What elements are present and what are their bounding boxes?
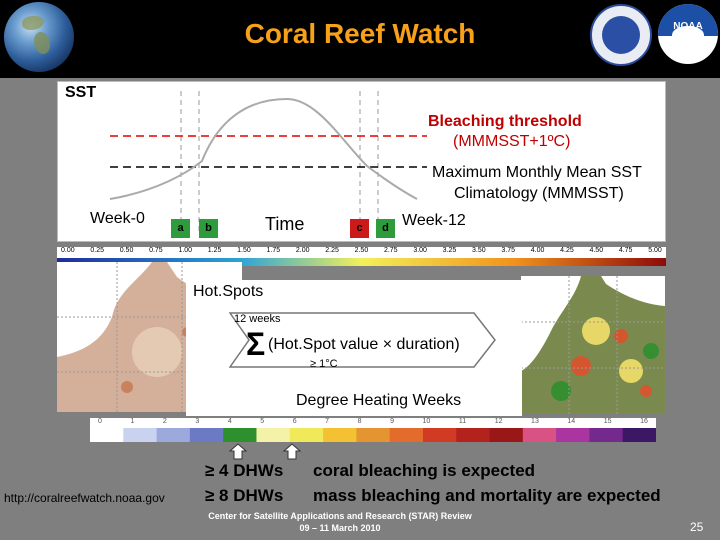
week-12-label: Week-12 (402, 212, 466, 229)
sst-scale-labels: 0.00 0.25 0.50 0.75 1.00 1.25 1.50 1.75 2.00 2.25… (57, 247, 666, 259)
dhw-tick: 14 (567, 418, 576, 425)
sst-color-scale (57, 258, 666, 266)
climatology-abbrev: Climatology (MMMSST) (454, 185, 624, 202)
sst-tick: 5.00 (648, 247, 662, 254)
dhw-color-swatch (422, 428, 457, 442)
sst-tick: 0.00 (61, 247, 75, 254)
sst-tick: 3.75 (501, 247, 516, 254)
dhw-title: Degree Heating Weeks (296, 392, 462, 409)
sst-tick: 1.50 (237, 247, 251, 254)
bleaching-threshold-formula: (MMMSST+1ºC) (453, 133, 571, 150)
marker-b: b (199, 219, 218, 238)
dhw-tick: 15 (603, 418, 612, 425)
dhw-tick: 16 (640, 418, 648, 425)
hotspots-title: Hot.Spots (193, 283, 264, 300)
threshold-4-dhw: ≥ 4 DHWs (205, 461, 284, 480)
website-url[interactable]: http://coralreefwatch.noaa.gov (4, 491, 165, 505)
time-axis-label: Time (265, 214, 305, 234)
dhw-tick: 9 (390, 418, 394, 425)
dhw-tick: 4 (227, 418, 232, 425)
dhw-tick: 7 (325, 418, 330, 425)
dhw-color-scale (90, 428, 656, 442)
dhw-tick: 1 (130, 418, 135, 425)
dhw-color-swatch (256, 428, 291, 442)
sst-tick: 2.00 (295, 247, 310, 254)
footer-dates: 09 – 11 March 2010 (299, 523, 381, 533)
sst-tick: 4.75 (618, 247, 633, 254)
accumulation-formula: (Hot.Spot value × duration) (268, 336, 460, 353)
sst-tick: 4.50 (589, 247, 604, 254)
dhw-tick: 0 (98, 418, 102, 425)
week-guides (180, 91, 379, 231)
noaa-logo-text: NOAA (673, 21, 703, 32)
dhw-color-swatch (456, 428, 491, 442)
dhw-tick: 10 (422, 418, 431, 425)
noaa-logo: NOAA (658, 4, 718, 64)
dhw-tick: 11 (458, 418, 467, 425)
bleaching-threshold-label: Bleaching threshold (428, 113, 582, 130)
marker-a: a (171, 219, 190, 238)
dhw-color-swatch (556, 428, 590, 442)
dhw-threshold-arrows (228, 443, 302, 460)
dhw-color-swatch (90, 428, 124, 442)
slide-title: Coral Reef Watch (244, 18, 476, 49)
sst-tick: 2.75 (383, 247, 398, 254)
dhw-tick: 13 (531, 418, 539, 425)
page-number: 25 (690, 520, 704, 534)
dhw-tick: 3 (195, 418, 200, 425)
climatology-label: Maximum Monthly Mean SST (432, 164, 642, 181)
week-0-label: Week-0 (90, 210, 145, 227)
marker-d: d (376, 219, 395, 238)
sst-tick: 4.00 (530, 247, 545, 254)
dhw-tick: 5 (260, 418, 265, 425)
sst-tick: 2.50 (354, 247, 369, 254)
sst-tick: 4.25 (560, 247, 574, 254)
sst-tick: 3.50 (472, 247, 486, 254)
dhw-tick: 2 (162, 418, 167, 425)
sst-tick: 1.00 (178, 247, 193, 254)
dhw-color-swatch (189, 428, 224, 442)
dhw-color-swatch (489, 428, 524, 442)
dhw-color-swatch (156, 428, 191, 442)
dhw-color-swatch (522, 428, 557, 442)
dhw-tick: 12 (494, 418, 503, 425)
sst-tick: 2.25 (325, 247, 339, 254)
sst-tick: 0.25 (90, 247, 104, 254)
bleaching-expected-text: coral bleaching is expected (313, 461, 536, 480)
dhw-color-swatch (622, 428, 656, 442)
nesdis-logo (590, 4, 652, 66)
dhw-color-swatch (123, 428, 158, 442)
dhw-color-swatch (389, 428, 424, 442)
dhw-color-swatch (589, 428, 624, 442)
sst-tick: 0.75 (149, 247, 163, 254)
sst-tick: 3.25 (442, 247, 457, 254)
sst-tick: 0.50 (119, 247, 134, 254)
dhw-tick: 8 (357, 418, 362, 425)
sst-diagram (109, 91, 427, 231)
dhw-tick: 6 (292, 418, 297, 425)
hotspot-condition: ≥ 1°C (310, 358, 338, 370)
footer-org: Center for Satellite Applications and Re… (150, 510, 530, 534)
dhw-color-swatch (323, 428, 357, 442)
accumulation-arrow (229, 312, 496, 368)
marker-c: c (350, 219, 369, 238)
sst-tick: 1.25 (207, 247, 222, 254)
weeks-label: 12 weeks (234, 313, 281, 325)
earth-globe-image (4, 2, 74, 72)
sst-tick: 3.00 (413, 247, 427, 254)
sst-curve (109, 97, 418, 200)
dhw-color-swatch (356, 428, 391, 442)
footer-org-name: Center for Satellite Applications and Re… (208, 511, 472, 521)
dhw-color-swatch (223, 428, 257, 442)
mortality-expected-text: mass bleaching and mortality are expecte… (313, 486, 661, 505)
sigma-symbol: Σ (246, 326, 266, 362)
dhw-scale-labels: 0 1 2 3 4 5 6 7 8 9 10 11 12 13 14 15 16 (90, 418, 656, 428)
sst-tick: 1.75 (266, 247, 281, 254)
dhw-color-swatch (289, 428, 324, 442)
dhw-map-image (521, 276, 665, 414)
threshold-8-dhw: ≥ 8 DHWs (205, 486, 284, 505)
sst-label: SST (65, 84, 97, 101)
